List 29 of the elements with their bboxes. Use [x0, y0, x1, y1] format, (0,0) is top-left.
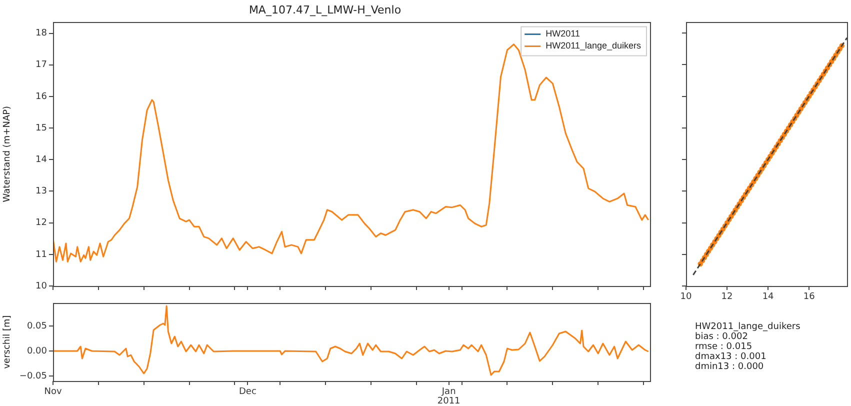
y-tick-label: 11 — [36, 250, 47, 260]
y-tick-label: 15 — [36, 123, 47, 134]
text: HW2011_lange_duikers — [695, 322, 800, 332]
x-tick-label: 16 — [803, 292, 816, 302]
x-tick-label: Jan 2011 — [437, 387, 460, 406]
x-tick-label: 14 — [762, 292, 774, 302]
y-tick-label: 13 — [36, 186, 47, 197]
y-tick-label: 14 — [36, 154, 48, 165]
text: rmse : 0.015 — [695, 342, 754, 352]
text: dmin13 : 0.000 — [695, 362, 765, 372]
y-tick-label: 12 — [36, 218, 47, 228]
chart-title: MA_107.47_L_LMW-H_Venlo — [248, 3, 402, 16]
y-tick-label: 10 — [36, 281, 48, 292]
y-tick-label: 16 — [36, 92, 48, 102]
text: dmax13 : 0.001 — [695, 352, 768, 362]
y-tick-label: −0.05 — [19, 371, 47, 382]
legend-label: HW2011_lange_duikers — [546, 40, 642, 51]
y-tick-label: 18 — [36, 28, 48, 39]
text: bias : 0.002 — [695, 332, 749, 342]
x-tick-label: 10 — [680, 292, 692, 302]
legend-label: HW2011 — [546, 28, 580, 39]
x-tick-label: Nov — [44, 387, 62, 398]
y-tick-label: 17 — [36, 60, 47, 70]
y-axis-title: verschil [m] — [2, 315, 13, 369]
y-tick-label: 0.05 — [26, 321, 47, 332]
x-tick-label: Dec — [238, 387, 256, 398]
x-tick-label: 12 — [721, 292, 733, 302]
y-tick-label: 0.00 — [26, 346, 48, 356]
y-axis-title: Waterstand (m+NAP) — [2, 106, 13, 202]
